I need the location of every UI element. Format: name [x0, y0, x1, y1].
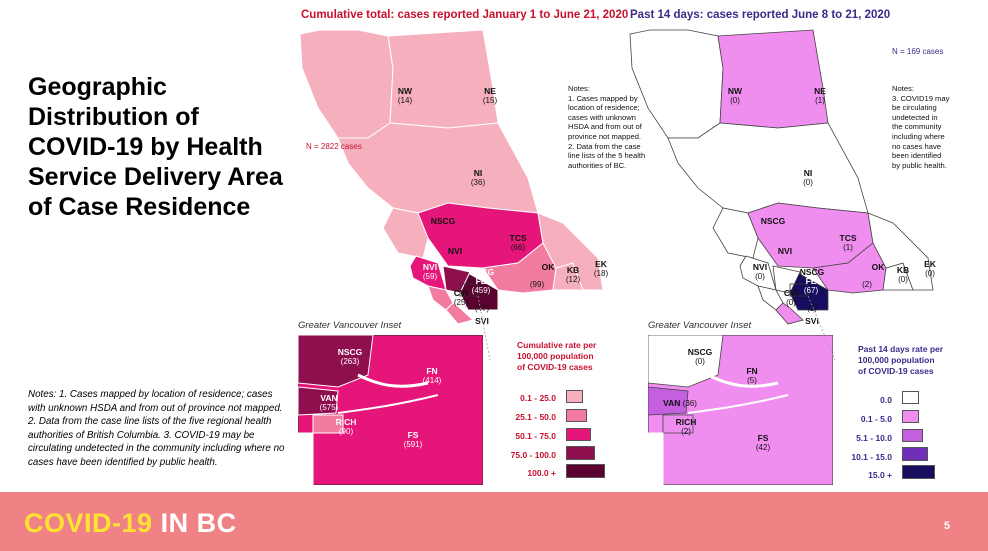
past14-inset-title: Greater Vancouver Inset [648, 320, 752, 331]
map-label-ok-count: (99) [529, 280, 545, 289]
inset-nscg [298, 335, 374, 388]
region-nw [629, 29, 724, 139]
map-label-fe: FE (459) [471, 276, 491, 295]
region-ne [717, 29, 829, 129]
legend-label: 0.1 - 25.0 [520, 393, 556, 403]
map-label-ni: NI (0) [803, 168, 813, 187]
legend-label: 0.0 [880, 395, 892, 405]
legend-swatch [902, 465, 935, 479]
legend-swatch [566, 464, 605, 478]
inset-label-van: VAN (575) [319, 393, 339, 412]
slide-notes: Notes: 1. Cases mapped by location of re… [28, 389, 285, 468]
legend-swatch [902, 410, 919, 423]
region-ek [867, 212, 934, 291]
slide-title: Geographic Distribution of COVID-19 by H… [28, 73, 283, 221]
map-label-svi: SVI [475, 316, 489, 326]
map-label-svi-count: (47) [474, 304, 490, 313]
region-svi [445, 302, 475, 325]
past14-bc-map [629, 29, 934, 325]
inset-nscg [648, 335, 724, 388]
footer-bar [0, 492, 988, 551]
legend-label: 50.1 - 75.0 [515, 431, 556, 441]
map-label-nscg-2: NSCG [469, 267, 495, 277]
map-label-ni: NI (36) [470, 168, 486, 187]
legend-label: 10.1 - 15.0 [851, 452, 892, 462]
legend-label: 25.1 - 50.0 [515, 412, 556, 422]
inset-van [648, 386, 689, 416]
inset-rich [662, 414, 694, 434]
legend-label: 5.1 - 10.0 [856, 433, 892, 443]
past14-notes: Notes: 3. COVID19 may be circulating und… [892, 84, 950, 170]
map-label-nw: NW (0) [727, 86, 743, 105]
map-label-fe: FE (67) [803, 276, 819, 295]
map-label-ne: NE (1) [814, 86, 826, 105]
past14-n-cases: N = 169 cases [892, 47, 944, 56]
past14-inset-map [648, 335, 833, 485]
inset-water [298, 432, 314, 485]
map-label-svi-count: (1) [807, 304, 817, 313]
inset-label-fs: FS (42) [755, 433, 771, 452]
map-label-kb: KB (0) [896, 265, 910, 284]
cumulative-notes: Notes: 1. Cases mapped by location of re… [568, 84, 646, 170]
map-label-cvi: CVI (0) [783, 288, 799, 307]
map-label-nvi-2: NVI (59) [422, 262, 438, 281]
legend-swatch [566, 446, 595, 460]
legend-swatch [566, 428, 591, 441]
cumulative-inset-map [298, 335, 483, 485]
region-nw [299, 29, 394, 139]
map-label-nvi: NVI [777, 246, 793, 256]
legend-swatch [902, 447, 928, 461]
cumulative-n-cases: N = 2822 cases [306, 142, 362, 151]
inset-marker [789, 283, 809, 297]
legend-swatch [902, 391, 919, 404]
legend-swatch [566, 390, 583, 403]
map-label-nvi: NVI [447, 246, 463, 256]
inset-label-nscg: NSCG (263) [337, 347, 363, 366]
map-label-tcs: TCS (66) [509, 233, 527, 252]
inset-van [298, 386, 339, 416]
legend-label: 15.0 + [868, 470, 892, 480]
page-number: 5 [944, 520, 951, 532]
cumulative-map-title: Cumulative total: cases reported January… [301, 9, 629, 21]
region-ek [537, 212, 604, 291]
footer-logo: COVID-19 IN BC [24, 508, 237, 538]
map-label-ne: NE (15) [482, 86, 498, 105]
map-label-kb: KB (12) [565, 265, 581, 284]
map-label-ok: OK [871, 262, 885, 272]
map-label-cvi: CVI (25) [453, 288, 469, 307]
legend-swatch [902, 429, 923, 442]
inset-marker [459, 283, 479, 297]
inset-label-nscg: NSCG (0) [687, 347, 713, 366]
map-label-ek: EK (0) [924, 259, 936, 278]
inset-rich [312, 414, 344, 434]
legend-label: 0.1 - 5.0 [860, 414, 892, 424]
map-label-tcs: TCS (1) [839, 233, 857, 252]
cumulative-bc-map [299, 29, 604, 325]
map-label-ok-count: (2) [862, 280, 872, 289]
map-label-ok: OK [541, 262, 555, 272]
legend-label: 100.0 + [527, 468, 556, 478]
map-label-ek: EK (18) [593, 259, 609, 278]
legend-swatch [566, 409, 587, 422]
inset-water [648, 432, 664, 485]
map-label-svi: SVI [805, 316, 819, 326]
legend-label: 75.0 - 100.0 [510, 450, 556, 460]
inset-label-fn: FN (5) [746, 366, 758, 385]
map-label-nscg: NSCG [430, 216, 456, 226]
region-svi [775, 302, 804, 325]
inset-label-rich: RICH (2) [675, 417, 697, 436]
inset-label-fs: FS (591) [403, 430, 423, 449]
inset-label-rich: RICH (90) [335, 417, 357, 436]
map-label-nvi-2: NVI (0) [752, 262, 768, 281]
region-ne [387, 29, 499, 129]
past14-legend-title: Past 14 days rate per 100,000 population… [858, 344, 944, 376]
inset-label-fn: FN (414) [422, 366, 442, 385]
inset-label-van: VAN (36) [663, 398, 697, 408]
map-label-nw: NW (14) [397, 86, 413, 105]
past14-map-title: Past 14 days: cases reported June 8 to 2… [630, 9, 891, 21]
map-label-nscg-2: NSCG [799, 267, 825, 277]
map-label-nscg: NSCG [760, 216, 786, 226]
cumulative-legend-title: Cumulative rate per 100,000 population o… [517, 340, 597, 372]
cumulative-inset-title: Greater Vancouver Inset [298, 320, 402, 331]
